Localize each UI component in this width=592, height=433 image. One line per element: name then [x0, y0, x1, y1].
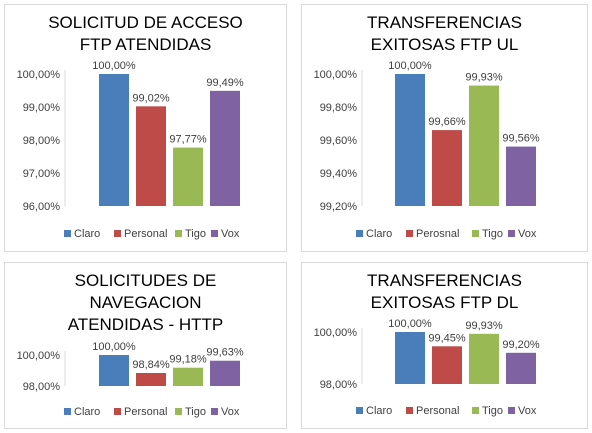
- legend-swatch-claro: [64, 408, 71, 415]
- data-label: 99,93%: [465, 72, 503, 84]
- y-tick-label: 98,00%: [320, 379, 358, 391]
- legend-swatch-vox: [508, 230, 515, 237]
- legend-swatch-tigo: [175, 230, 182, 237]
- legend-label: Vox: [221, 406, 240, 418]
- legend-label: Tigo: [482, 405, 503, 417]
- data-label: 100,00%: [92, 60, 136, 72]
- data-label: 100,00%: [388, 60, 432, 72]
- bar-claro: [99, 74, 129, 206]
- chart-title: SOLICITUD DE ACCESO FTP ATENDIDAS: [48, 13, 243, 54]
- data-label: 99,63%: [206, 347, 244, 359]
- chart-title: SOLICITUDES DE NAVEGACION ATENDIDAS - HT…: [67, 271, 224, 334]
- bar-tigo: [469, 333, 499, 384]
- y-tick-label: 99,60%: [320, 135, 358, 147]
- legend-swatch-vox: [508, 407, 515, 414]
- legend-swatch-personal: [114, 230, 121, 237]
- bar-tigo: [469, 85, 499, 206]
- chart-title: TRANSFERENCIAS EXITOSAS FTP DL: [367, 271, 522, 312]
- bar-perosnal: [432, 130, 462, 206]
- bar-vox: [210, 360, 240, 386]
- data-label: 99,02%: [132, 92, 170, 104]
- bar-claro: [395, 74, 425, 206]
- y-tick-label: 99,00%: [23, 102, 61, 114]
- y-tick-label: 98,00%: [23, 135, 61, 147]
- legend-swatch-claro: [64, 230, 71, 237]
- data-label: 99,45%: [428, 332, 466, 344]
- legend-swatch-claro: [356, 407, 363, 414]
- y-tick-label: 99,20%: [320, 201, 358, 213]
- legend-label: Vox: [518, 228, 537, 240]
- data-label: 98,84%: [132, 359, 170, 371]
- legend-label: Tigo: [482, 228, 503, 240]
- chart-svg: 100,00% 99,00% 98,00% 97,00% 96,00% 100,00% 99…: [17, 60, 244, 240]
- y-tick-label: 99,80%: [320, 102, 358, 114]
- bar-claro: [99, 355, 129, 386]
- bar-claro: [395, 332, 425, 384]
- legend-swatch-personal: [406, 407, 413, 414]
- legend-label: Personal: [416, 405, 459, 417]
- chart-panel-acceso-ftp: SOLICITUD DE ACCESO FTP ATENDIDAS 100,00…: [4, 4, 287, 252]
- legend-label: Vox: [221, 228, 240, 240]
- y-tick-label: 98,00%: [23, 381, 61, 393]
- legend-swatch-vox: [211, 408, 218, 415]
- chart-svg: 100,00% 98,00% 100,00% 98,84% 99,18%99,63% Cl…: [17, 341, 244, 418]
- legend-swatch-perosnal: [406, 230, 413, 237]
- y-tick-label: 100,00%: [314, 327, 358, 339]
- legend-swatch-tigo: [175, 408, 182, 415]
- legend-label: Tigo: [185, 228, 206, 240]
- legend-label: Claro: [366, 228, 392, 240]
- legend-swatch-vox: [211, 230, 218, 237]
- bar-vox: [506, 146, 536, 206]
- legend-label: Tigo: [185, 406, 206, 418]
- y-tick-label: 97,00%: [23, 168, 61, 180]
- data-label: 99,56%: [502, 133, 540, 145]
- bar-vox: [506, 352, 536, 384]
- data-label: 99,49%: [206, 77, 244, 89]
- chart-panel-ftp-dl: TRANSFERENCIAS EXITOSAS FTP DL 100,00% 98…: [301, 262, 588, 429]
- y-tick-label: 99,40%: [320, 168, 358, 180]
- legend-swatch-tigo: [472, 407, 479, 414]
- bar-vox: [210, 90, 240, 206]
- legend-swatch-tigo: [472, 230, 479, 237]
- data-label: 99,18%: [169, 354, 207, 366]
- legend-label: Claro: [74, 406, 100, 418]
- chart-svg: 100,00% 98,00% 100,00% 99,45%99,93% 99,20% Cl…: [314, 318, 540, 417]
- bar-tigo: [173, 147, 203, 206]
- bar-tigo: [173, 367, 203, 386]
- bar-personal: [432, 346, 462, 384]
- y-tick-label: 96,00%: [23, 201, 61, 213]
- y-tick-label: 100,00%: [314, 69, 358, 81]
- data-label: 97,77%: [169, 134, 207, 146]
- chart-svg: 100,00% 99,80% 99,60% 99,40% 99,20% 100,00% 99…: [314, 60, 540, 240]
- legend-label: Personal: [124, 228, 167, 240]
- y-tick-label: 100,00%: [17, 350, 61, 362]
- data-label: 99,66%: [428, 116, 466, 128]
- data-label: 99,93%: [465, 320, 503, 332]
- bar-personal: [136, 106, 166, 206]
- chart-panel-ftp-ul: TRANSFERENCIAS EXITOSAS FTP UL 100,00% 99…: [301, 4, 588, 252]
- legend-label: Vox: [518, 405, 537, 417]
- legend-label: Claro: [74, 228, 100, 240]
- data-label: 100,00%: [388, 318, 432, 330]
- legend-label: Personal: [124, 406, 167, 418]
- legend-label: Perosnal: [416, 228, 459, 240]
- y-tick-label: 100,00%: [17, 69, 61, 81]
- bar-personal: [136, 372, 166, 386]
- legend-swatch-claro: [356, 230, 363, 237]
- data-label: 99,20%: [502, 339, 540, 351]
- chart-title: TRANSFERENCIAS EXITOSAS FTP UL: [367, 13, 522, 54]
- legend-label: Claro: [366, 405, 392, 417]
- legend-swatch-personal: [114, 408, 121, 415]
- chart-panel-navegacion-http: SOLICITUDES DE NAVEGACION ATENDIDAS - HT…: [4, 262, 287, 429]
- data-label: 100,00%: [92, 341, 136, 353]
